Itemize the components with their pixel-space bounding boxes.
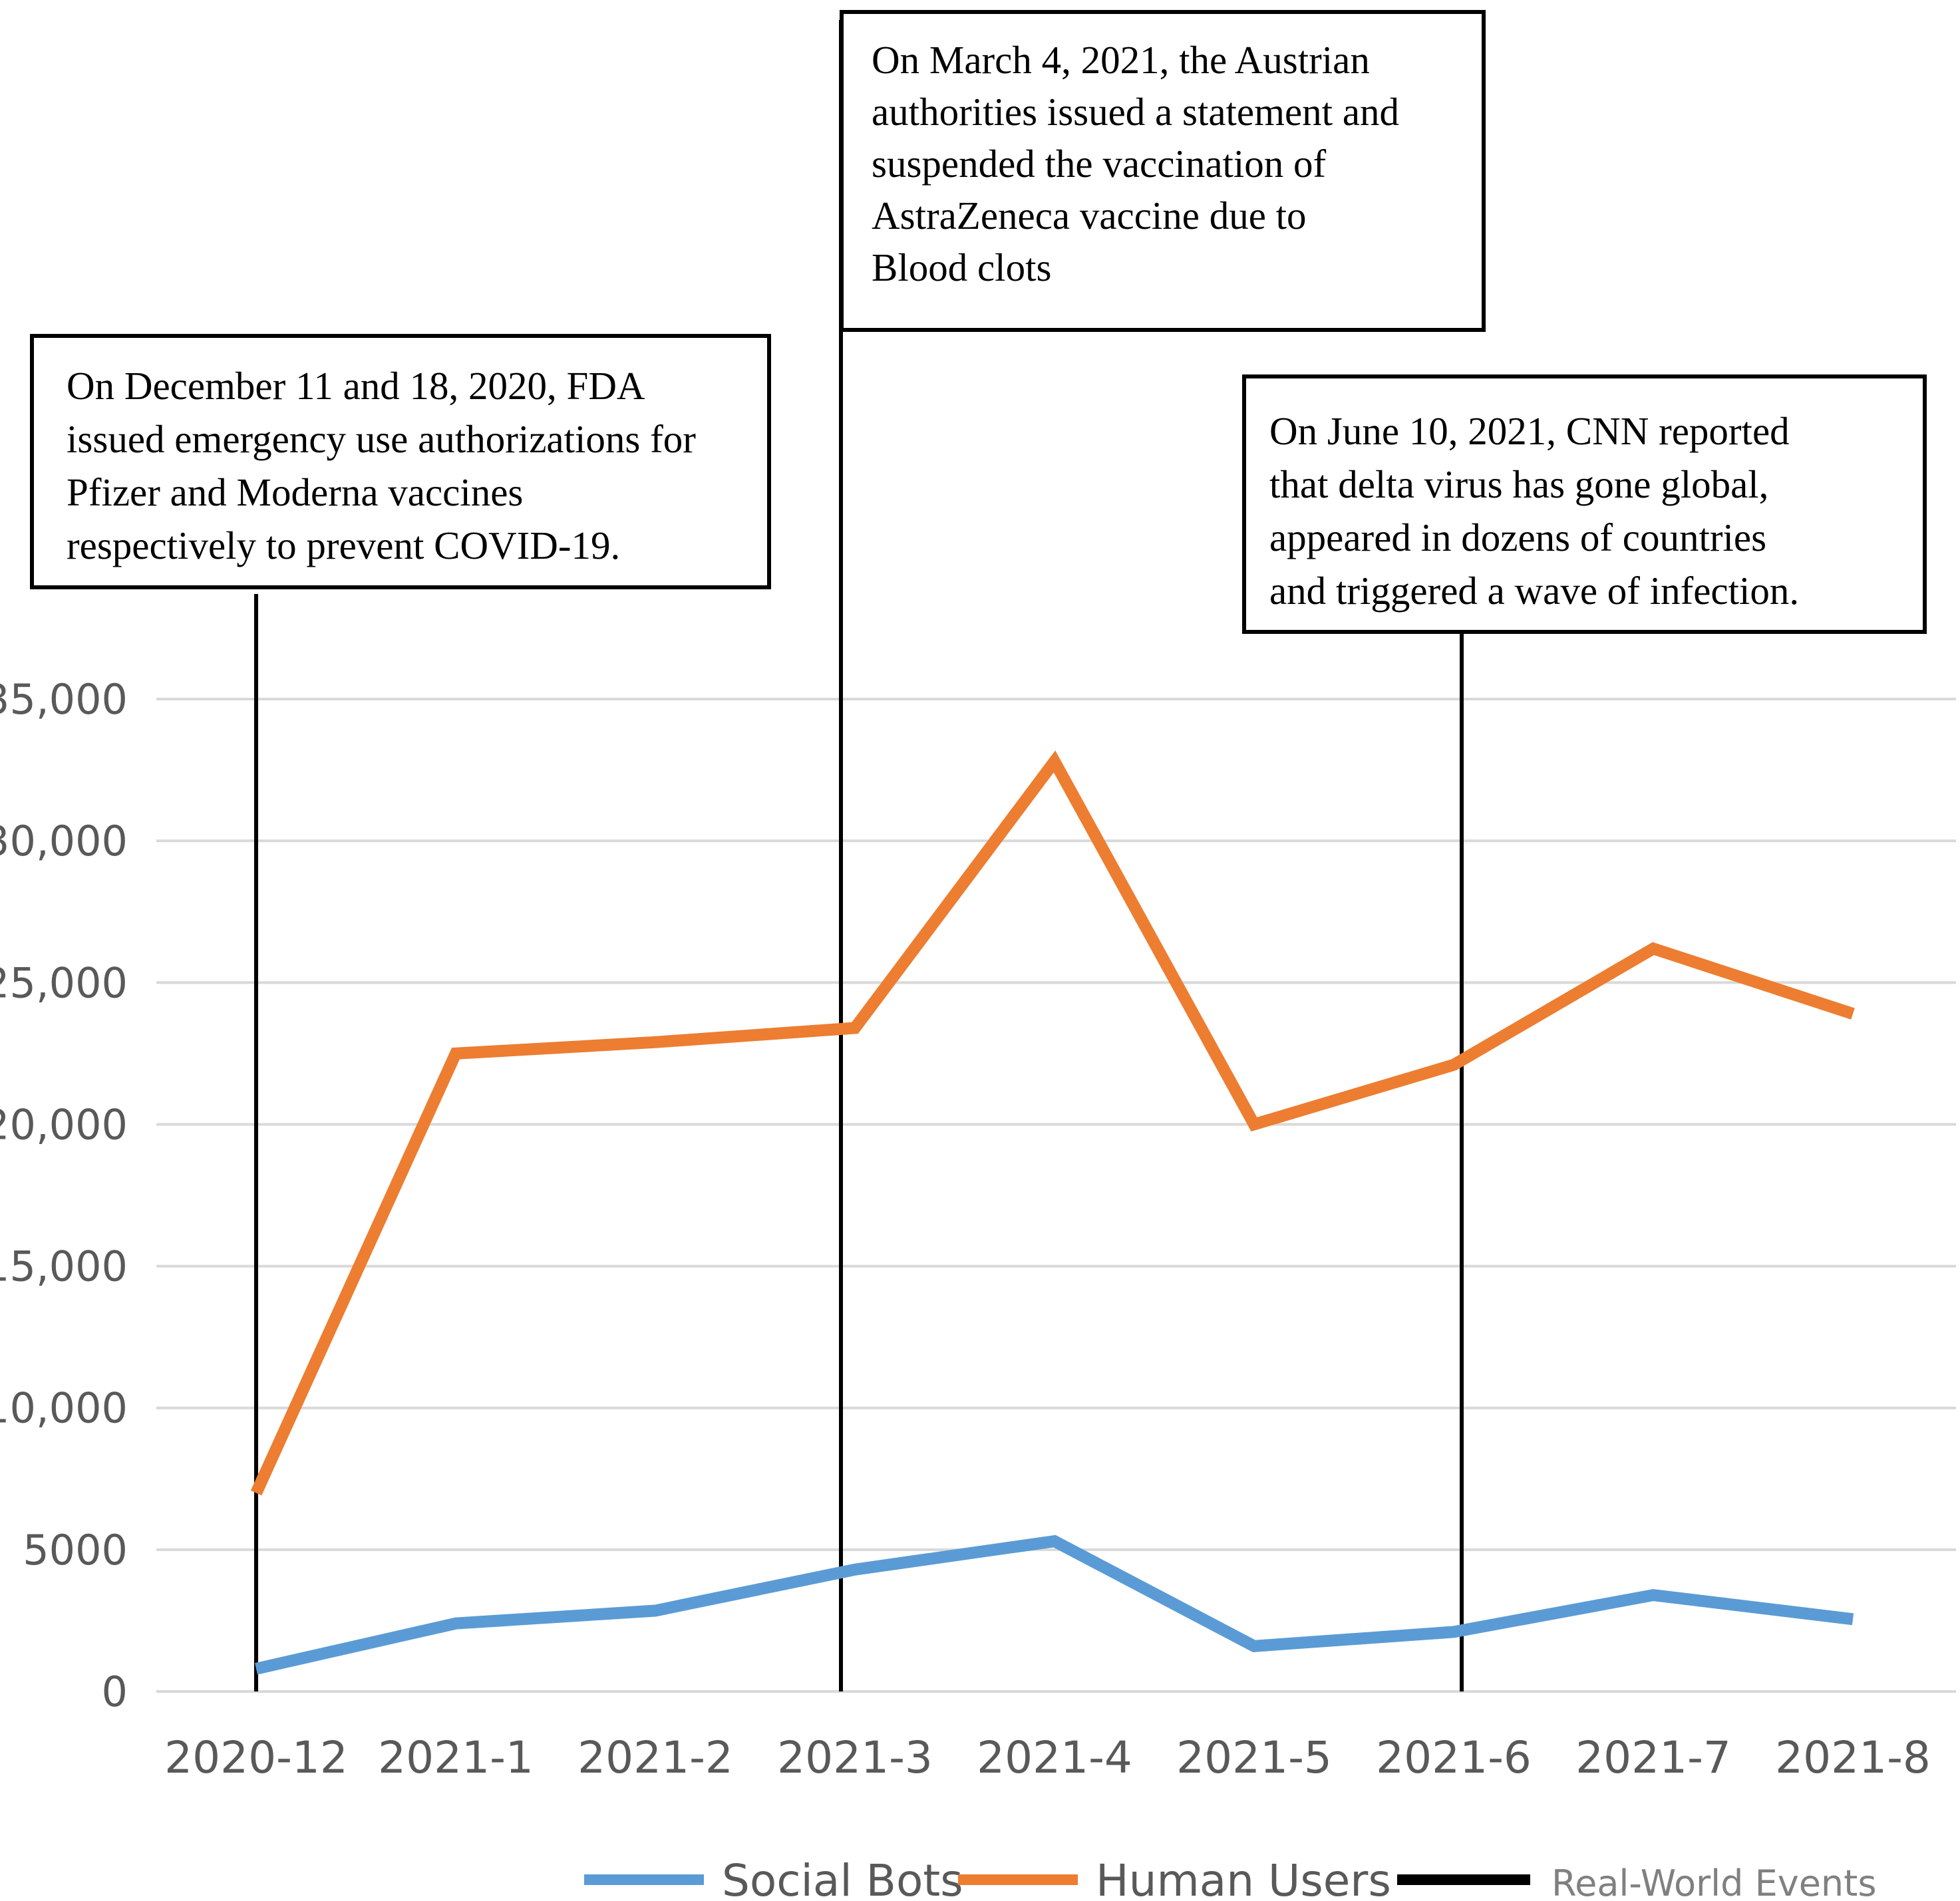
- event-annotation-box: [840, 10, 1486, 332]
- x-tick-label: 2021-4: [977, 1732, 1132, 1783]
- x-axis-ticks: 2020-12 2021-1 2021-2 2021-3 2021-4 2021-5 202…: [164, 1732, 1931, 1783]
- y-tick-label: 25,000: [0, 958, 128, 1007]
- data-point-social-bots: [1253, 1646, 1255, 1647]
- event-annotation-text: suspended the vaccination of: [872, 142, 1327, 186]
- event-annotation-box: [30, 334, 771, 589]
- y-tick-label: 30,000: [0, 817, 128, 865]
- data-point-social-bots: [1852, 1618, 1854, 1620]
- event-annotation-text: Blood clots: [872, 245, 1051, 289]
- data-point-social-bots: [1453, 1631, 1454, 1632]
- data-point-human-users: [1253, 1123, 1255, 1125]
- event-annotation-text: appeared in dozens of countries: [1269, 515, 1766, 559]
- x-tick-label: 2021-6: [1376, 1732, 1532, 1783]
- data-point-social-bots: [1653, 1594, 1654, 1596]
- y-tick-label: 35,000: [0, 675, 128, 724]
- x-tick-label: 2021-3: [777, 1732, 933, 1783]
- legend-label-social-bots: Social Bots: [722, 1855, 963, 1901]
- x-tick-label: 2021-1: [378, 1732, 534, 1783]
- event-annotation-text: that delta virus has gone global,: [1269, 462, 1768, 506]
- event-annotation-text: On December 11 and 18, 2020, FDA: [67, 364, 645, 408]
- data-point-human-users: [1054, 761, 1055, 762]
- event-annotation-text: On March 4, 2021, the Austrian: [872, 38, 1370, 82]
- event-annotation-text: respectively to prevent COVID-19.: [67, 523, 620, 567]
- x-tick-label: 2020-12: [164, 1732, 348, 1783]
- y-tick-label: 0: [102, 1668, 128, 1716]
- data-point-social-bots: [1054, 1540, 1055, 1542]
- y-tick-label: 20,000: [0, 1100, 128, 1149]
- y-tick-label: 15,000: [0, 1243, 128, 1291]
- event-annotation-text: AstraZeneca vaccine due to: [872, 194, 1307, 237]
- x-tick-label: 2021-2: [577, 1732, 733, 1783]
- event-annotation-text: On June 10, 2021, CNN reported: [1269, 409, 1790, 453]
- y-tick-label: 10,000: [0, 1384, 128, 1433]
- y-axis-ticks: 0 5000 10,000 15,000 20,000 25,000 30,000 35,00…: [0, 675, 128, 1716]
- data-point-human-users: [1653, 948, 1654, 949]
- data-point-human-users: [1453, 1064, 1454, 1066]
- legend-label-human-users: Human Users: [1096, 1855, 1391, 1901]
- data-point-human-users: [655, 1042, 656, 1043]
- series-line-social-bots: [255, 1535, 1854, 1675]
- x-tick-label: 2021-5: [1176, 1732, 1332, 1783]
- gridlines: [156, 698, 1956, 1693]
- event-annotation-box: [1242, 374, 1927, 634]
- x-tick-label: 2021-7: [1575, 1732, 1731, 1783]
- series-line-human-users: [250, 750, 1855, 1496]
- event-annotations: On December 11 and 18, 2020, FDA issued e…: [30, 10, 1927, 634]
- data-point-human-users: [455, 1053, 456, 1054]
- data-point-human-users: [255, 1493, 257, 1494]
- event-annotation-text: authorities issued a statement and: [872, 90, 1399, 134]
- data-point-human-users: [1852, 1013, 1854, 1014]
- legend-label-real-world-events: Real-World Events: [1552, 1862, 1876, 1901]
- data-point-human-users: [854, 1027, 856, 1028]
- data-point-social-bots: [255, 1668, 257, 1670]
- x-tick-label: 2021-8: [1775, 1732, 1931, 1783]
- legend: Social Bots Human Users Real-World Events: [584, 1855, 1876, 1901]
- series-lines: [250, 750, 1855, 1675]
- data-point-social-bots: [854, 1569, 856, 1570]
- data-point-social-bots: [455, 1623, 456, 1624]
- y-tick-label: 5000: [23, 1526, 128, 1574]
- event-annotation-text: Pfizer and Moderna vaccines: [67, 470, 523, 514]
- data-point-social-bots: [655, 1610, 656, 1612]
- event-annotation-text: issued emergency use authorizations for: [67, 417, 696, 461]
- event-annotation-text: and triggered a wave of infection.: [1269, 569, 1799, 613]
